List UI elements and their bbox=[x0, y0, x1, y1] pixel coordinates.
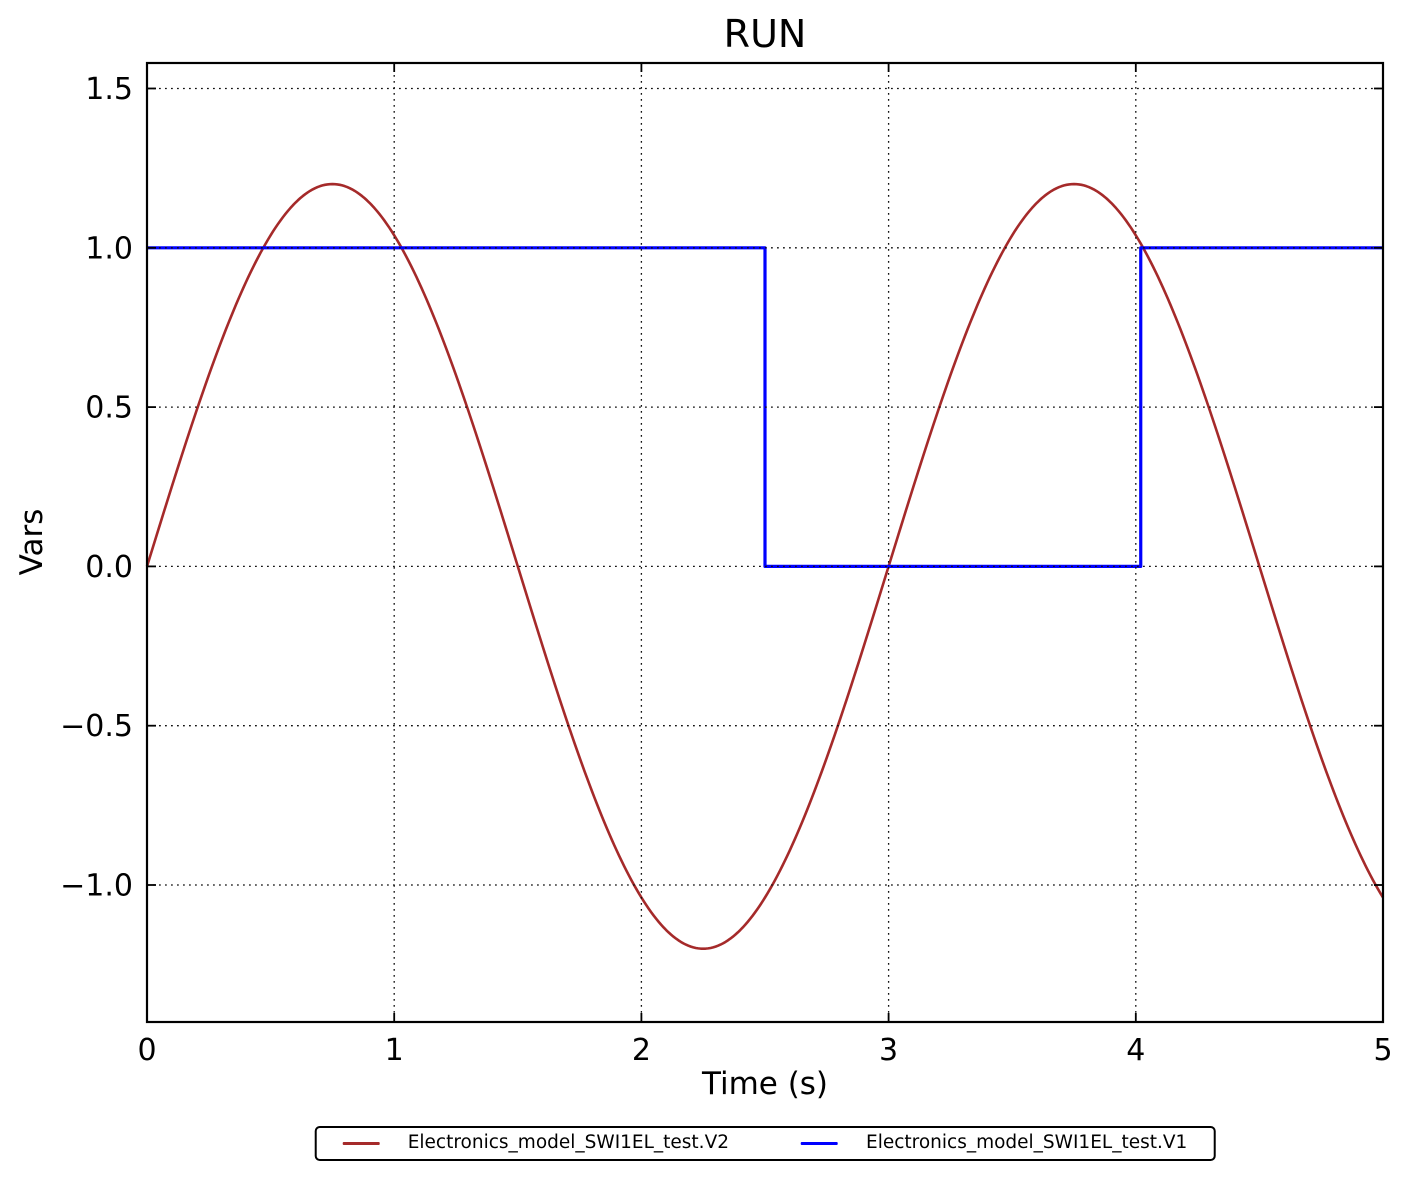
series-line-v1 bbox=[147, 246, 1383, 568]
axes-frame bbox=[145, 61, 1385, 1024]
x-tick-label: 5 bbox=[1373, 1033, 1392, 1068]
x-tick-label: 3 bbox=[879, 1033, 898, 1068]
x-tick-label: 2 bbox=[632, 1033, 651, 1068]
y-tick-label: 1.5 bbox=[85, 72, 133, 107]
x-tick-label: 0 bbox=[137, 1033, 156, 1068]
y-tick-label: 1.0 bbox=[85, 231, 133, 266]
legend-label-v1: Electronics_model_SWI1EL_test.V1 bbox=[866, 1132, 1188, 1154]
x-axis-label: Time (s) bbox=[701, 1066, 829, 1102]
y-tick-label: 0.5 bbox=[85, 391, 133, 426]
y-tick-label: −1.0 bbox=[60, 869, 133, 904]
x-tick-label: 1 bbox=[385, 1033, 404, 1068]
y-tick-label: −0.5 bbox=[60, 709, 133, 744]
legend-line-sample-v2 bbox=[342, 1142, 380, 1145]
legend-item-v1: Electronics_model_SWI1EL_test.V1 bbox=[801, 1134, 1187, 1153]
legend-item-v2: Electronics_model_SWI1EL_test.V2 bbox=[342, 1132, 729, 1154]
chart-title: RUN bbox=[723, 12, 807, 56]
y-axis-label: Vars bbox=[14, 508, 50, 576]
legend: Electronics_model_SWI1EL_test.V2 Electro… bbox=[314, 1126, 1216, 1161]
legend-line-sample-v1 bbox=[801, 1142, 838, 1145]
legend-label-v2: Electronics_model_SWI1EL_test.V2 bbox=[407, 1132, 729, 1154]
x-tick-label: 4 bbox=[1126, 1033, 1145, 1068]
series-line-v2 bbox=[145, 182, 1385, 951]
y-tick-label: 0.0 bbox=[85, 550, 133, 585]
